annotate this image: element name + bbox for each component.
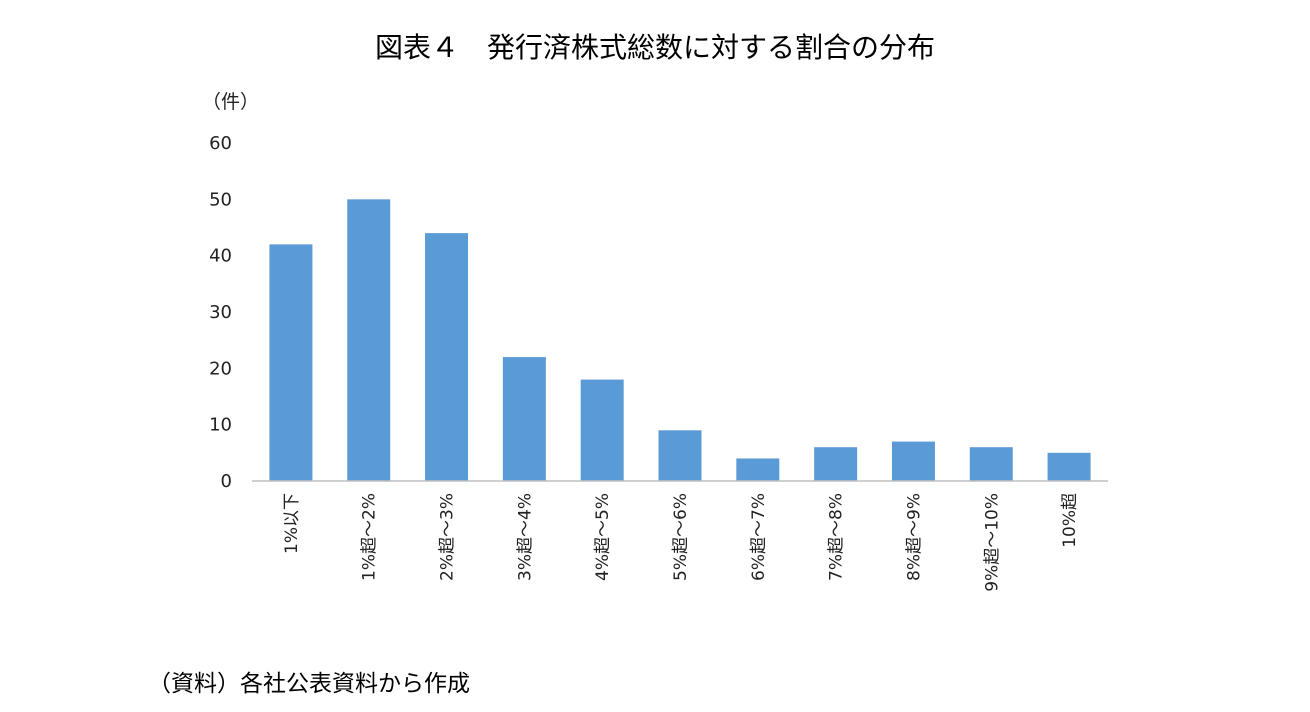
y-axis-label: （件） bbox=[202, 91, 259, 113]
y-tick-label: 40 bbox=[209, 246, 232, 267]
x-category-label: 1%以下 bbox=[282, 493, 302, 554]
x-category-label: 10%超 bbox=[1060, 493, 1080, 548]
x-category-label: 7%超～8% bbox=[827, 493, 847, 581]
x-category-label: 5%超～6% bbox=[671, 493, 691, 581]
bar bbox=[736, 458, 780, 481]
x-category-label: 1%超～2% bbox=[360, 493, 380, 581]
bar bbox=[502, 357, 546, 481]
y-tick-label: 10 bbox=[209, 415, 232, 436]
source-note: （資料）各社公表資料から作成 bbox=[148, 671, 470, 697]
x-category-label: 3%超～4% bbox=[515, 493, 535, 581]
bar bbox=[891, 441, 935, 481]
x-category-label: 4%超～5% bbox=[593, 493, 613, 581]
bar bbox=[269, 244, 313, 481]
y-axis-ticks: 0 10 20 30 40 50 60 bbox=[209, 133, 232, 492]
bar bbox=[814, 447, 858, 481]
x-category-label: 2%超～3% bbox=[438, 493, 458, 581]
bar bbox=[1047, 452, 1091, 481]
bar bbox=[425, 233, 469, 481]
x-category-label: 6%超～7% bbox=[749, 493, 769, 581]
bar bbox=[658, 430, 702, 481]
bar bbox=[580, 379, 624, 481]
x-axis-categories: 1%以下 1%超～2% 2%超～3% 3%超～4% 4%超～5% 5%超～6% 6%超～7%… bbox=[282, 493, 1080, 592]
y-tick-label: 0 bbox=[221, 471, 232, 492]
bars bbox=[269, 199, 1091, 482]
bar bbox=[969, 447, 1013, 481]
x-category-label: 9%超～10% bbox=[982, 493, 1002, 592]
y-tick-label: 30 bbox=[209, 302, 232, 323]
chart-title: 図表４ 発行済株式総数に対する割合の分布 bbox=[374, 31, 935, 64]
y-tick-label: 20 bbox=[209, 358, 232, 379]
x-category-label: 8%超～9% bbox=[904, 493, 924, 581]
y-tick-label: 50 bbox=[209, 189, 232, 210]
bar bbox=[347, 199, 391, 482]
y-tick-label: 60 bbox=[209, 133, 232, 154]
